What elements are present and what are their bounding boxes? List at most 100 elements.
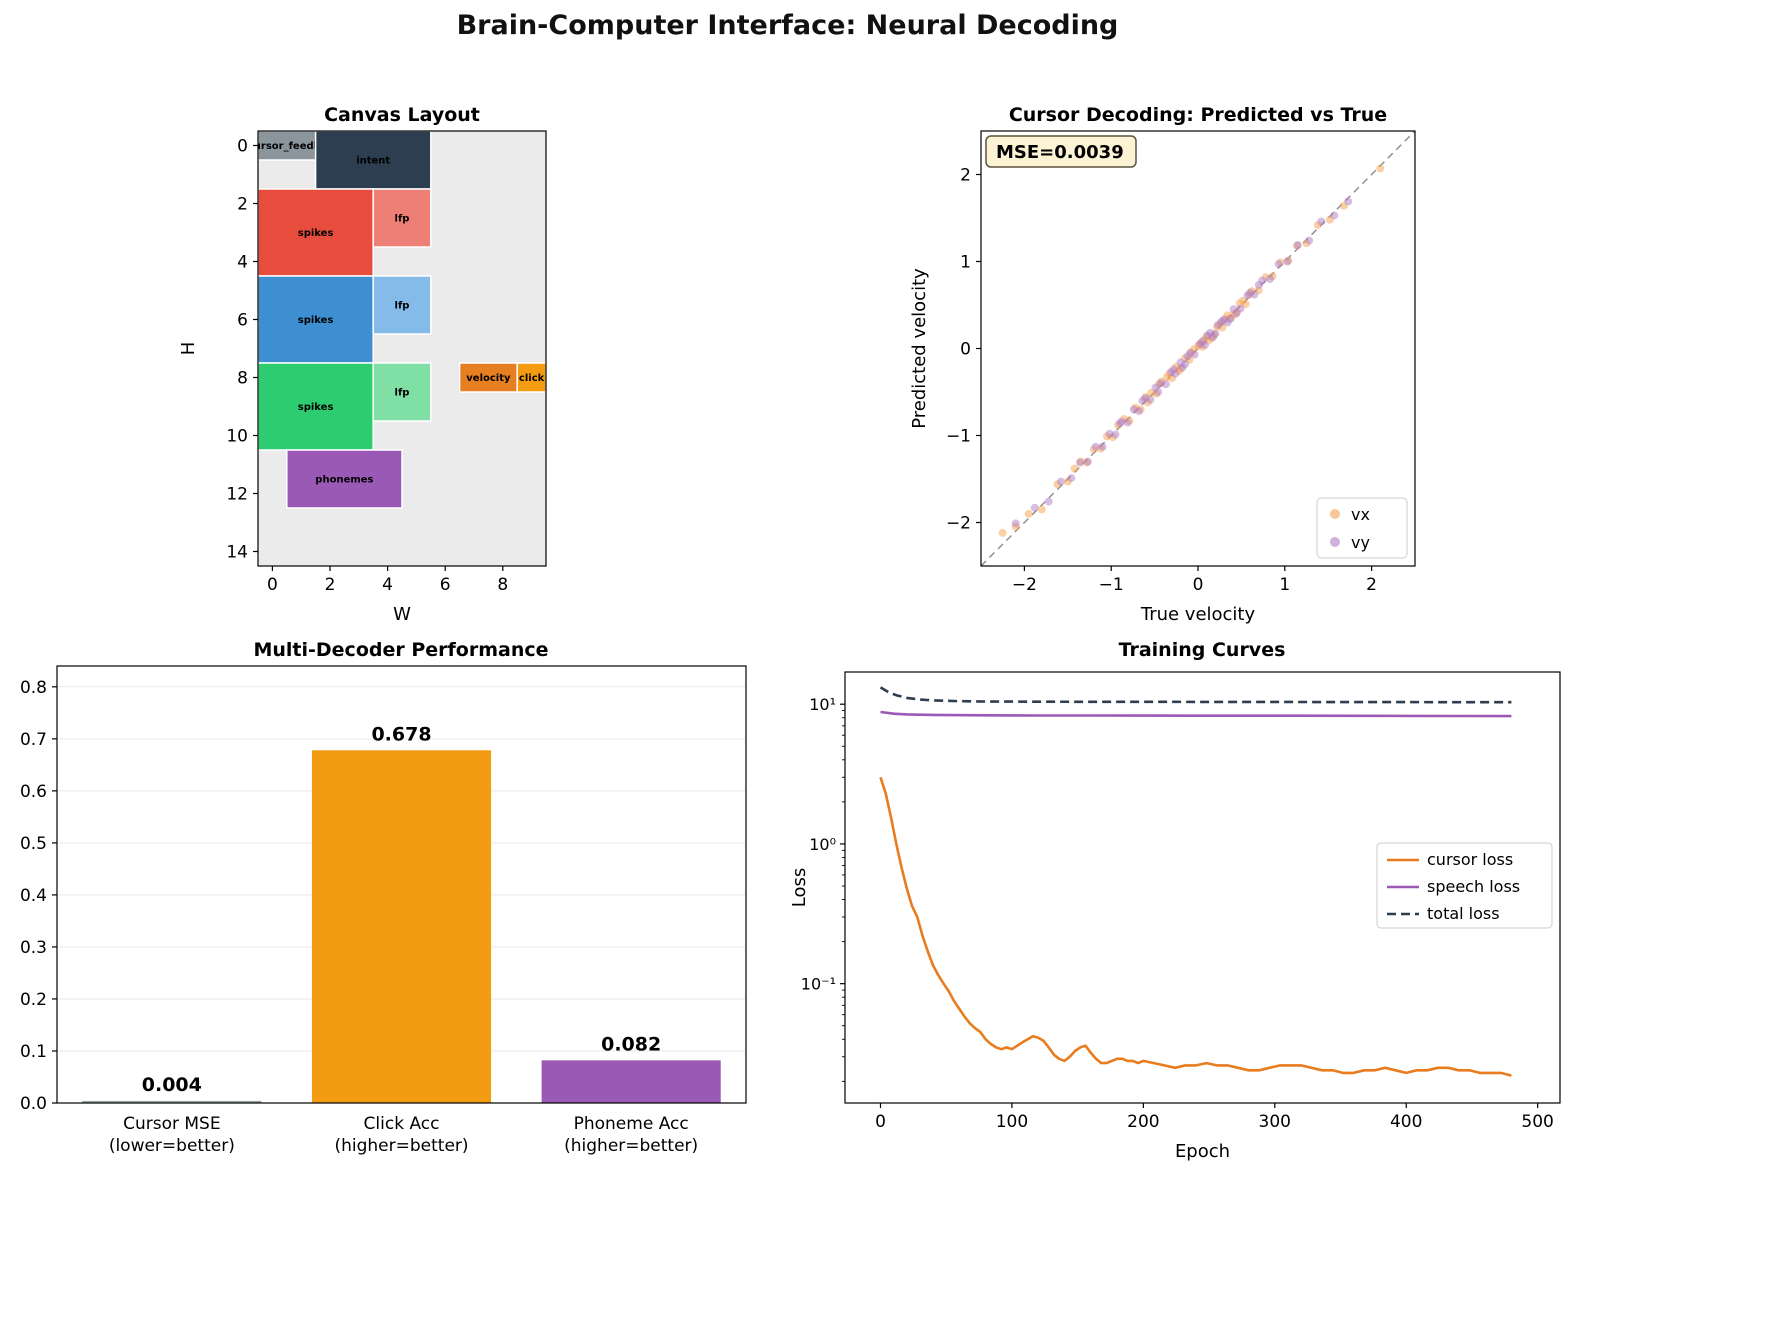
- x-axis-label: W: [393, 604, 411, 625]
- legend-label: vx: [1351, 505, 1370, 524]
- y-tick-label: 10¹: [809, 695, 836, 714]
- y-tick-label: 2: [960, 166, 971, 186]
- y-tick-label: 0: [237, 137, 248, 157]
- bar: [541, 1060, 721, 1103]
- decoder-performance-plot: 0.004 Cursor MSE (lower=better) 0.678 Click …: [20, 665, 747, 1156]
- y-tick-label: 0.3: [20, 938, 47, 958]
- y-tick-label: −2: [946, 514, 971, 534]
- y-tick-label: 10⁰: [809, 835, 836, 854]
- y-tick-label: 12: [226, 485, 248, 505]
- y-tick-label: 6: [237, 311, 248, 331]
- y-tick-label: 0: [960, 340, 971, 360]
- panel-cursor-decoding: Cursor Decoding: Predicted vs True −2 −1 0…: [890, 95, 1450, 640]
- y-tick-label: −1: [946, 427, 971, 447]
- axes-frame: [844, 671, 1561, 1104]
- y-tick-label: 0.5: [20, 834, 47, 854]
- decoder-performance-chart: Multi-Decoder Performance 0.004 Cursor MS…: [20, 639, 747, 1156]
- layout-block-label: spikes: [298, 315, 334, 326]
- y-tick-label: 14: [226, 543, 248, 563]
- training-curves-chart: Training Curves 0 100 200 300 400 500 10⁻¹ 10⁰ 1…: [790, 639, 1561, 1162]
- layout-block-spikes: [257, 188, 374, 277]
- x-tick-label: 0: [1193, 575, 1204, 595]
- y-axis-label: Loss: [790, 868, 810, 907]
- x-tick-label: 100: [996, 1112, 1028, 1132]
- legend-label: cursor loss: [1427, 850, 1513, 869]
- bar-value-label: 0.678: [371, 723, 431, 745]
- layout-block-label: phonemes: [315, 475, 373, 486]
- cursor-decoding-chart: Cursor Decoding: Predicted vs True −2 −1 0…: [909, 104, 1416, 625]
- x-tick-label: −2: [1012, 575, 1037, 595]
- layout-block-intent: [314, 130, 432, 190]
- panel-training-curves: Training Curves 0 100 200 300 400 500 10⁻¹ 10⁰ 1…: [790, 630, 1610, 1190]
- y-tick-label: 0.4: [20, 886, 47, 906]
- cursor-decoding-plot: −2 −1 0 1 2 −2 −1 0 1 2 True velocity Predicted vel…: [909, 130, 1416, 625]
- y-axis-label: Predicted velocity: [909, 268, 930, 429]
- y-tick-label: 0.0: [20, 1094, 47, 1114]
- x-tick-label: 0: [267, 575, 278, 595]
- x-tick-label: 2: [1366, 575, 1377, 595]
- y-tick-label: 10⁻¹: [801, 975, 836, 994]
- x-tick-label: 500: [1521, 1112, 1553, 1132]
- series-speech-loss: [880, 710, 1512, 718]
- x-tick-label: 8: [497, 575, 508, 595]
- y-tick-label: 4: [237, 253, 248, 273]
- axes-frame: [980, 130, 1416, 567]
- category-label: Click Acc (higher=better): [334, 1114, 468, 1156]
- figure-title: Brain-Computer Interface: Neural Decodin…: [456, 10, 1119, 41]
- layout-block-label: lfp: [395, 388, 410, 399]
- y-tick-label: 10: [226, 427, 248, 447]
- panel-canvas-layout: Canvas Layout cursor_feedback intent spike…: [150, 95, 630, 640]
- x-tick-label: 2: [325, 575, 336, 595]
- layout-block-phonemes: [286, 449, 403, 509]
- layout-block-spikes: [257, 275, 374, 364]
- y-tick-label: 0.1: [20, 1042, 47, 1062]
- bar-value-label: 0.004: [142, 1074, 202, 1096]
- layout-block-label: click: [519, 373, 545, 384]
- x-tick-label: 300: [1259, 1112, 1291, 1132]
- legend-label: speech loss: [1427, 877, 1520, 896]
- layout-block-label: lfp: [395, 301, 410, 312]
- series-total-loss: [879, 686, 1512, 704]
- x-tick-label: 4: [382, 575, 393, 595]
- layout-block-lfp: [372, 362, 432, 422]
- layout-block-label: spikes: [298, 402, 334, 413]
- training-curves-title: Training Curves: [1119, 639, 1286, 661]
- legend-label: vy: [1351, 533, 1370, 552]
- x-tick-label: 6: [440, 575, 451, 595]
- y-tick-label: 0.2: [20, 990, 47, 1010]
- decoder-performance-title: Multi-Decoder Performance: [253, 639, 548, 661]
- axes-frame: [56, 665, 747, 1104]
- layout-block-label: lfp: [395, 214, 410, 225]
- x-tick-label: 200: [1127, 1112, 1159, 1132]
- bar: [82, 1100, 262, 1103]
- y-tick-label: 0.8: [20, 678, 47, 698]
- identity-line: [980, 130, 1416, 567]
- scatter-series-vy: [1011, 197, 1353, 528]
- x-tick-label: 0: [875, 1112, 886, 1132]
- axes-frame: [257, 130, 547, 567]
- bar: [311, 750, 492, 1103]
- layout-block-label: spikes: [298, 228, 334, 239]
- y-tick-label: 8: [237, 369, 248, 389]
- bar-value-label: 0.082: [601, 1033, 661, 1055]
- layout-block-velocity: [458, 362, 518, 393]
- layout-block-label: cursor_feedback: [248, 141, 341, 152]
- series-cursor-loss: [879, 776, 1512, 1077]
- y-axis-label: H: [178, 342, 199, 356]
- x-tick-label: 1: [1279, 575, 1290, 595]
- legend-label: total loss: [1427, 904, 1500, 923]
- layout-block-label: velocity: [466, 373, 511, 384]
- panel-decoder-performance: Multi-Decoder Performance 0.004 Cursor MS…: [10, 630, 780, 1190]
- y-tick-label: 0.7: [20, 730, 47, 750]
- mse-annotation-box: [985, 135, 1137, 168]
- x-tick-label: 400: [1390, 1112, 1422, 1132]
- category-label: Cursor MSE (lower=better): [109, 1114, 235, 1156]
- training-curves-plot: 0 100 200 300 400 500 10⁻¹ 10⁰ 10¹ Epoch Loss curso…: [790, 671, 1561, 1162]
- legend-box: [1376, 842, 1553, 929]
- canvas-layout-title: Canvas Layout: [324, 104, 480, 126]
- category-label: Phoneme Acc (higher=better): [564, 1114, 698, 1156]
- y-tick-label: 2: [237, 195, 248, 215]
